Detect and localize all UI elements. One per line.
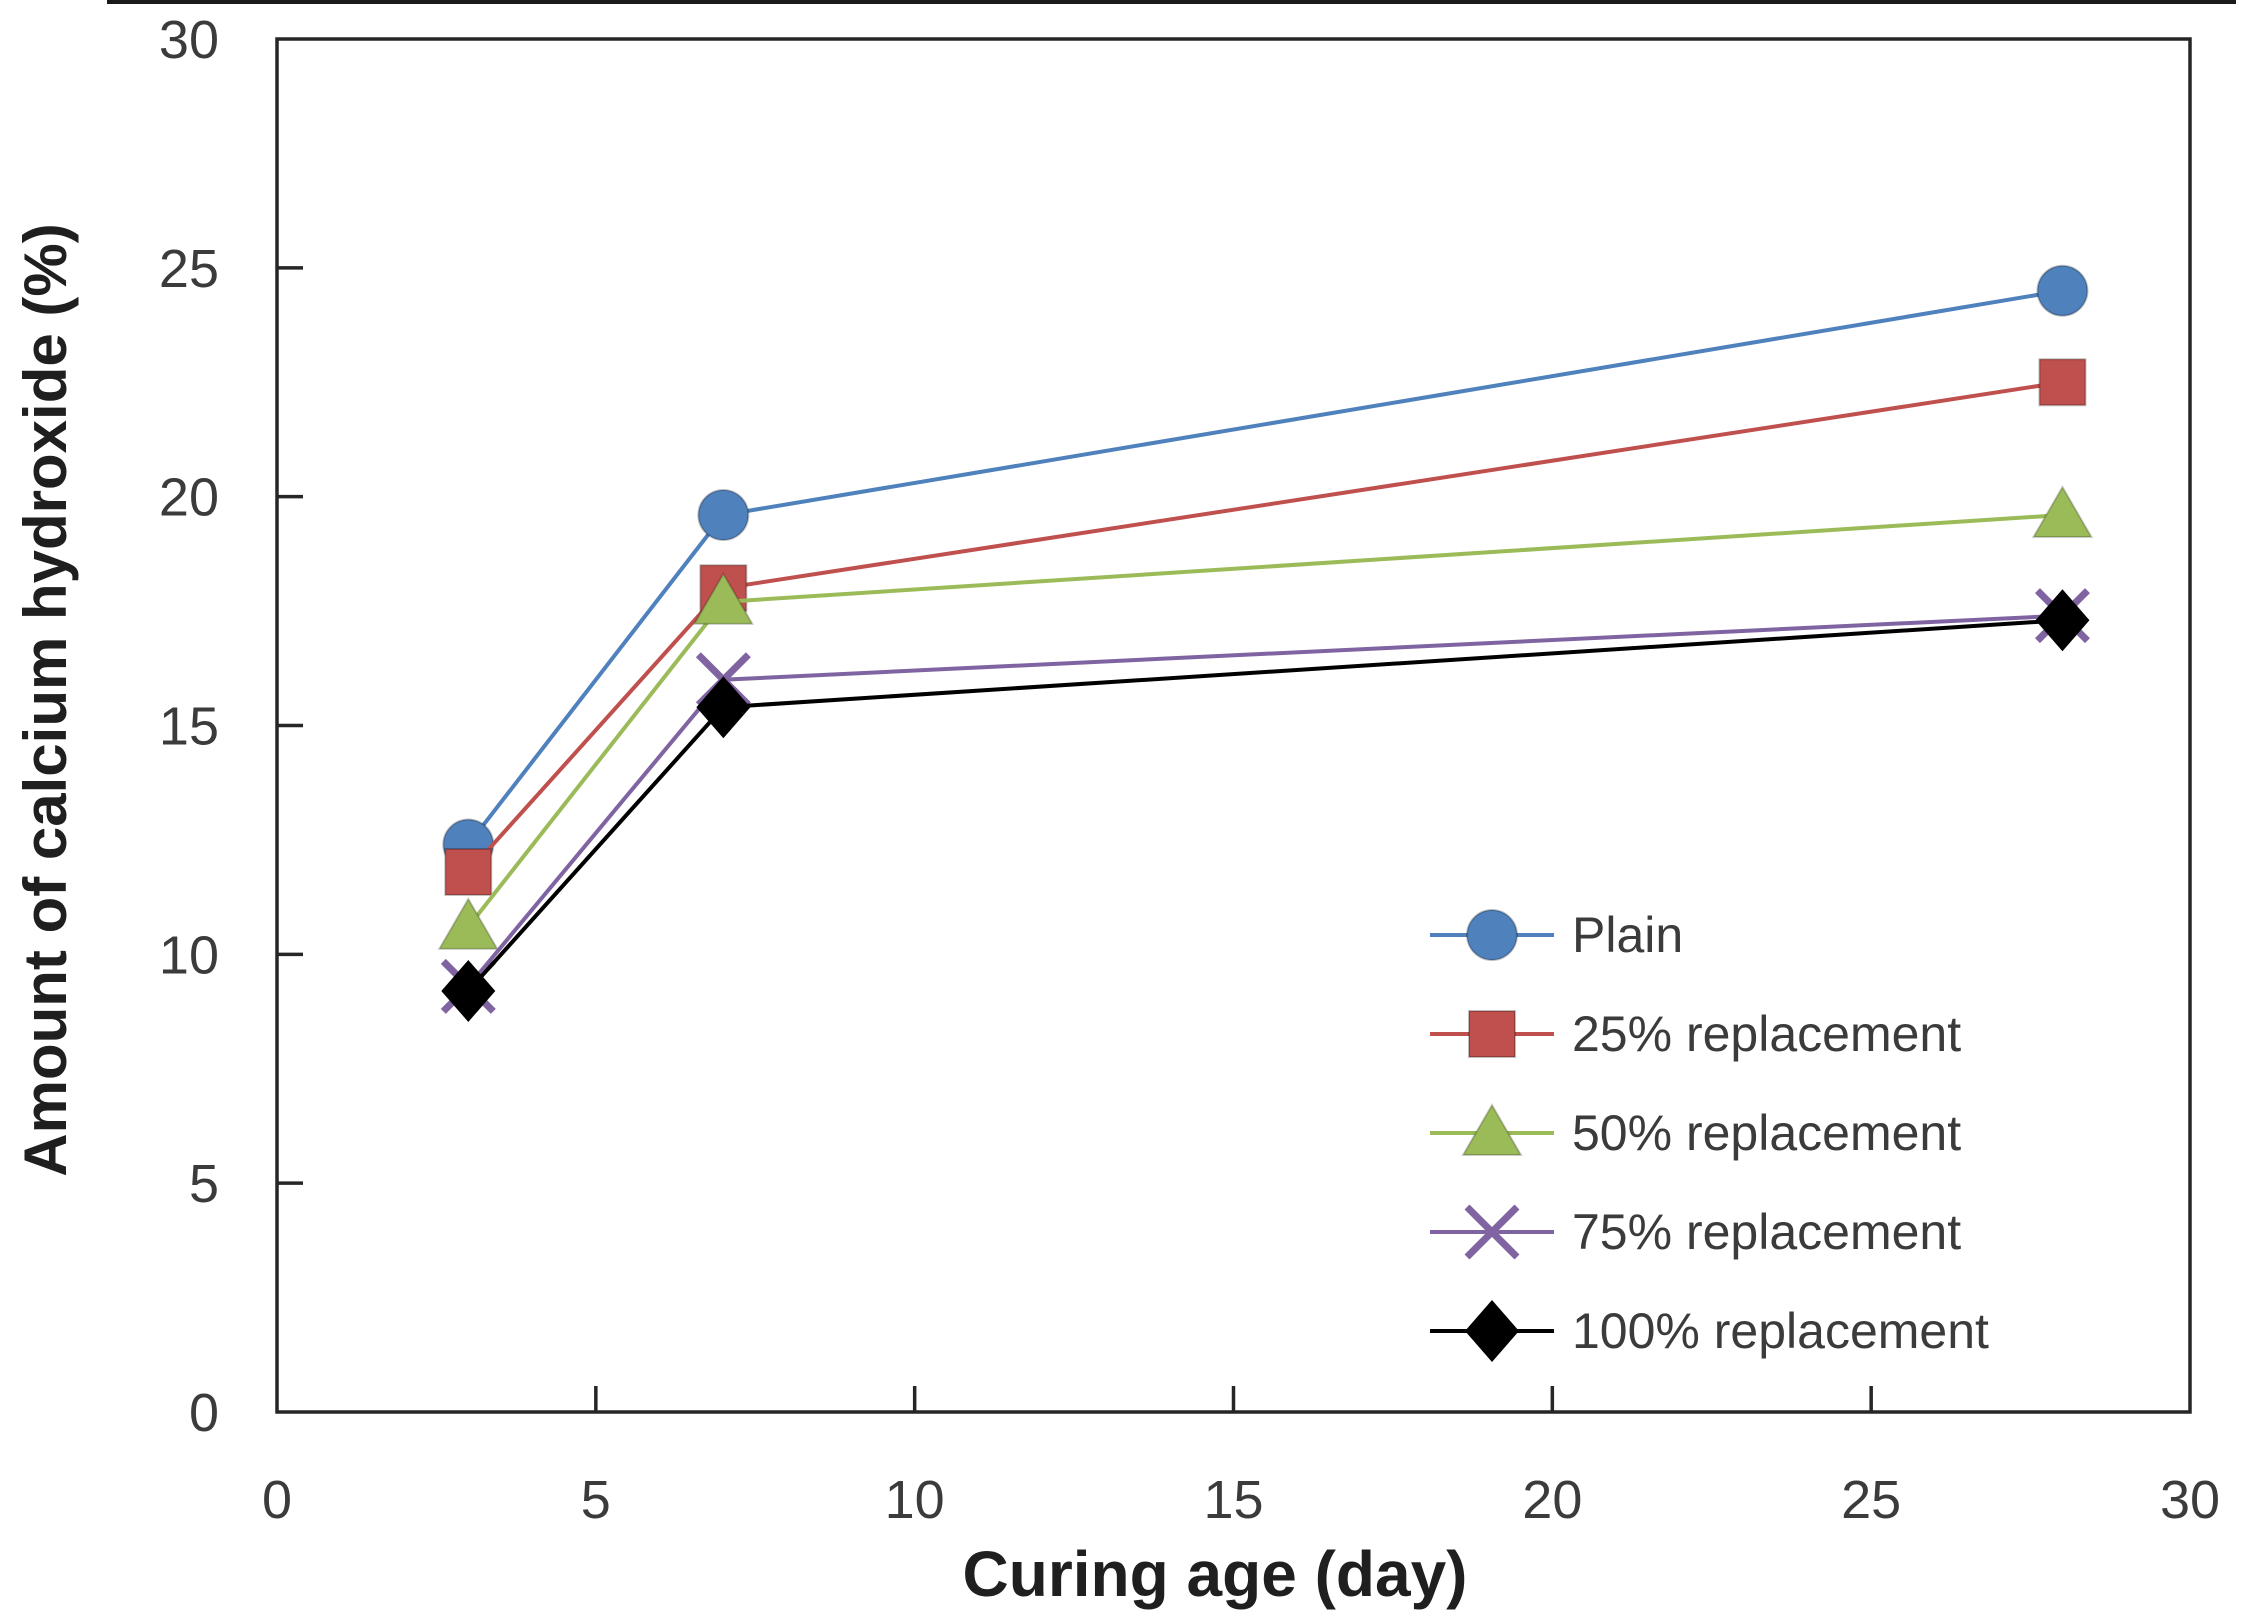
series-line-4 (466, 618, 2063, 993)
series-2-marker-0 (437, 896, 500, 950)
series-0-marker-1 (697, 488, 750, 541)
legend-label-4: 100% replacement (1572, 1303, 1989, 1359)
y-tick-label-15: 15 (159, 697, 219, 757)
y-tick-label-0: 0 (189, 1383, 219, 1443)
series-0-marker-2 (2036, 264, 2089, 317)
series-1-marker-2 (2038, 358, 2087, 407)
y-tick-label-20: 20 (159, 468, 219, 528)
x-tick-label-0: 0 (262, 1470, 292, 1530)
legend-marker-0 (1466, 909, 1518, 961)
y-tick-label-30: 30 (159, 10, 219, 70)
y-tick-label-25: 25 (159, 239, 219, 299)
x-tick-label-20: 20 (1522, 1470, 1582, 1530)
series-4-marker-2 (2035, 589, 2090, 652)
series-4-marker-0 (441, 959, 496, 1022)
y-axis-title: Amount of calcium hydroxide (%) (12, 223, 79, 1176)
series-4-marker-1 (696, 676, 751, 739)
series-2-marker-2 (2031, 484, 2094, 538)
x-axis-title: Curing age (day) (963, 1538, 1468, 1610)
x-tick-label-5: 5 (581, 1470, 611, 1530)
legend-marker-3 (1464, 1204, 1520, 1260)
x-tick-label-25: 25 (1841, 1470, 1901, 1530)
series-1-marker-0 (444, 847, 493, 896)
legend-label-2: 50% replacement (1572, 1105, 1961, 1161)
y-tick-label-10: 10 (159, 925, 219, 985)
x-tick-label-10: 10 (885, 1470, 945, 1530)
legend-marker-1 (1468, 1010, 1516, 1058)
legend-label-0: Plain (1572, 907, 1683, 963)
legend-label-1: 25% replacement (1572, 1006, 1961, 1062)
legend-marker-2 (1461, 1103, 1523, 1156)
y-tick-label-5: 5 (189, 1154, 219, 1214)
series-2-marker-1 (692, 571, 755, 625)
legend-label-3: 75% replacement (1572, 1204, 1961, 1260)
x-tick-label-15: 15 (1203, 1470, 1263, 1530)
x-tick-label-30: 30 (2160, 1470, 2220, 1530)
legend-marker-4 (1465, 1300, 1519, 1362)
